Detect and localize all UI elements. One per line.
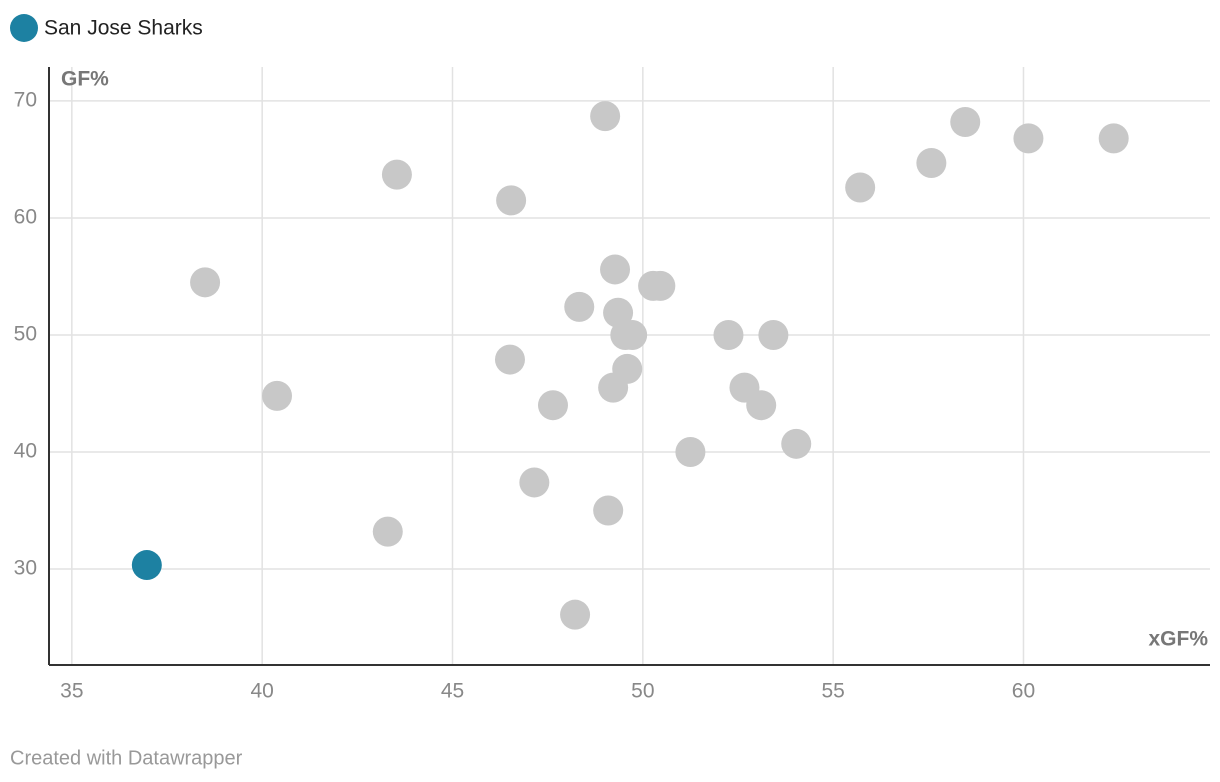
point xyxy=(1098,123,1129,154)
x-tick-label: 35 xyxy=(60,680,83,703)
credit: Created with Datawrapper xyxy=(10,747,243,769)
point xyxy=(494,344,525,375)
point xyxy=(645,270,676,301)
point xyxy=(758,319,789,350)
x-axis-title: xGF% xyxy=(1148,628,1208,651)
legend-label: San Jose Sharks xyxy=(44,17,203,40)
point xyxy=(519,467,550,498)
point xyxy=(590,101,621,132)
y-tick-label: 60 xyxy=(14,206,37,229)
x-tick-label: 45 xyxy=(441,680,464,703)
x-tick-label: 40 xyxy=(250,680,273,703)
y-tick-label: 70 xyxy=(14,88,37,111)
point xyxy=(564,291,595,322)
y-tick-label: 50 xyxy=(14,323,37,346)
point xyxy=(560,599,591,630)
point xyxy=(746,390,777,421)
point xyxy=(262,380,293,411)
point xyxy=(190,267,221,298)
y-tick-label: 40 xyxy=(14,440,37,463)
point xyxy=(916,147,947,178)
x-tick-label: 50 xyxy=(631,680,654,703)
x-tick-label: 55 xyxy=(821,680,844,703)
point xyxy=(496,185,527,216)
point xyxy=(372,516,403,547)
x-tick-label: 60 xyxy=(1012,680,1035,703)
point xyxy=(593,495,624,526)
point xyxy=(781,428,812,459)
y-axis-title: GF% xyxy=(61,68,109,91)
point xyxy=(950,107,981,138)
point xyxy=(617,319,648,350)
point xyxy=(131,550,162,581)
legend-swatch xyxy=(10,14,38,42)
point xyxy=(537,390,568,421)
point xyxy=(713,319,744,350)
y-tick-label: 30 xyxy=(14,557,37,580)
point xyxy=(1013,123,1044,154)
point xyxy=(612,353,643,384)
point xyxy=(845,172,876,203)
point xyxy=(600,254,631,285)
point xyxy=(381,159,412,190)
point xyxy=(675,437,706,468)
